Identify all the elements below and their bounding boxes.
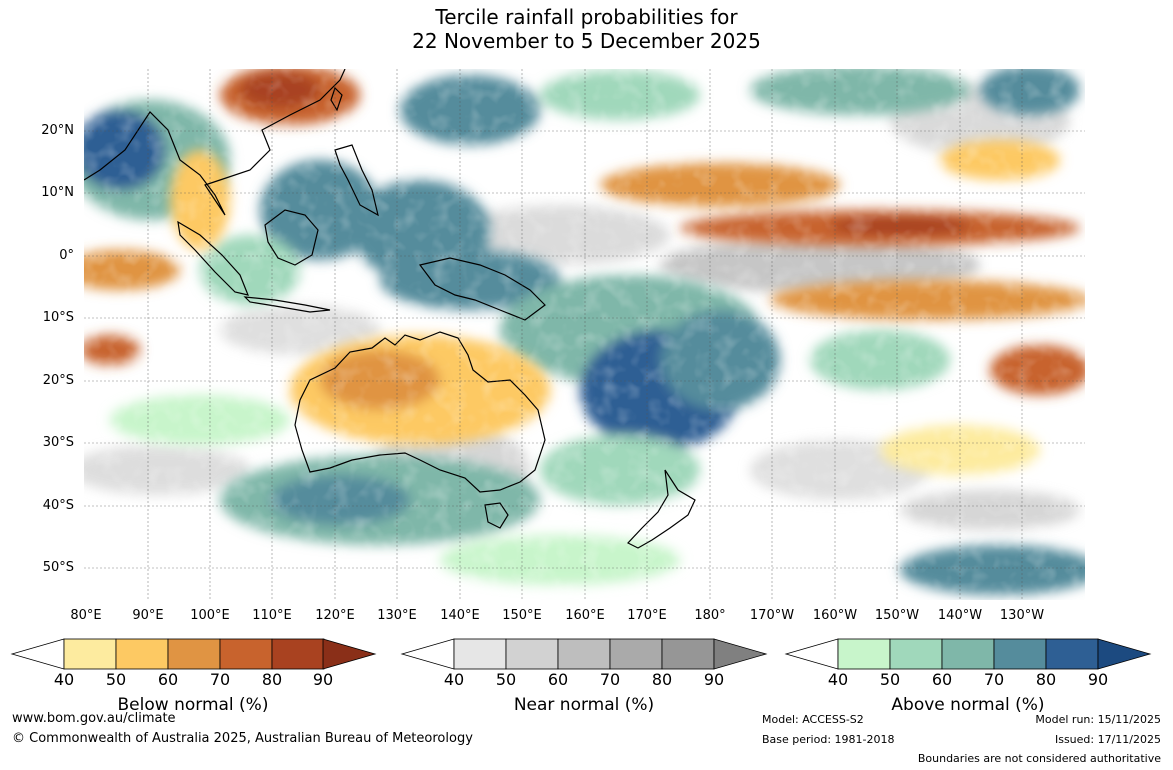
above-colorbar-high-arrow bbox=[1097, 638, 1152, 670]
asia-coastline bbox=[84, 69, 346, 216]
borneo-coastline bbox=[264, 209, 319, 266]
lat-label-0: 0° bbox=[59, 248, 74, 263]
issued-text: Issued: 17/11/2025 bbox=[1054, 733, 1161, 746]
lon-label-100e: 100°E bbox=[190, 608, 230, 623]
model-text: Model: ACCESS-S2 bbox=[762, 713, 864, 726]
above-tick-80: 80 bbox=[1035, 670, 1057, 689]
near-tick-90: 90 bbox=[703, 670, 725, 689]
lon-label-170e: 170°E bbox=[627, 608, 667, 623]
java-coastline bbox=[243, 296, 331, 313]
lon-label-160e: 160°E bbox=[565, 608, 605, 623]
lat-label-20s: 20°S bbox=[42, 373, 74, 388]
below-tick-90: 90 bbox=[312, 670, 334, 689]
below-tick-80: 80 bbox=[261, 670, 283, 689]
lon-label-160w: 160°W bbox=[812, 608, 858, 623]
boundaries-disclaimer: Boundaries are not considered authoritat… bbox=[917, 752, 1161, 765]
above-tick-40: 40 bbox=[827, 670, 849, 689]
below-normal-title: Below normal (%) bbox=[117, 695, 269, 715]
new-guinea-coastline bbox=[418, 257, 546, 321]
lat-label-30s: 30°S bbox=[42, 435, 74, 450]
map-title-line-1: Tercile rainfall probabilities for bbox=[435, 5, 738, 29]
near-colorbar-cell bbox=[661, 638, 715, 670]
lat-label-10n: 10°N bbox=[41, 185, 74, 200]
lon-label-170w: 170°W bbox=[749, 608, 795, 623]
graticule bbox=[84, 69, 1085, 600]
probability-field bbox=[84, 69, 1085, 600]
model-run-text: Model run: 15/11/2025 bbox=[1035, 713, 1161, 726]
below-colorbar-cell bbox=[167, 638, 221, 670]
near-tick-50: 50 bbox=[495, 670, 517, 689]
near-tick-80: 80 bbox=[651, 670, 673, 689]
below-tick-40: 40 bbox=[53, 670, 75, 689]
near-tick-40: 40 bbox=[443, 670, 465, 689]
lon-label-130w: 130°W bbox=[999, 608, 1045, 623]
lon-label-180: 180° bbox=[694, 608, 726, 623]
above-colorbar-low-arrow bbox=[784, 638, 839, 670]
near-colorbar-cell bbox=[609, 638, 663, 670]
near-colorbar-high-arrow bbox=[713, 638, 768, 670]
near-normal-colorbar bbox=[400, 638, 768, 670]
near-colorbar-cell bbox=[453, 638, 507, 670]
sumatra-coastline bbox=[177, 220, 249, 296]
below-tick-70: 70 bbox=[209, 670, 231, 689]
near-normal-title: Near normal (%) bbox=[513, 695, 655, 715]
below-colorbar-low-arrow bbox=[10, 638, 65, 670]
above-normal-title: Above normal (%) bbox=[891, 695, 1045, 715]
near-tick-70: 70 bbox=[599, 670, 621, 689]
above-tick-50: 50 bbox=[879, 670, 901, 689]
lat-label-50s: 50°S bbox=[42, 560, 74, 575]
lat-label-10s: 10°S bbox=[42, 310, 74, 325]
above-colorbar-cell bbox=[837, 638, 891, 670]
below-colorbar-cell bbox=[63, 638, 117, 670]
taiwan-coastline bbox=[330, 86, 343, 112]
lon-label-140w: 140°W bbox=[937, 608, 983, 623]
near-colorbar-cell bbox=[557, 638, 611, 670]
lon-label-140e: 140°E bbox=[440, 608, 480, 623]
website-link[interactable]: www.bom.gov.au/climate bbox=[12, 711, 176, 726]
above-colorbar-cell bbox=[889, 638, 943, 670]
base-period-text: Base period: 1981-2018 bbox=[762, 733, 895, 746]
above-tick-70: 70 bbox=[983, 670, 1005, 689]
lon-label-150e: 150°E bbox=[502, 608, 542, 623]
near-tick-60: 60 bbox=[547, 670, 569, 689]
coastlines bbox=[84, 69, 696, 549]
above-colorbar-cell bbox=[941, 638, 995, 670]
copyright-text: © Commonwealth of Australia 2025, Austra… bbox=[12, 731, 473, 746]
tasmania-coastline bbox=[484, 502, 509, 529]
above-colorbar-cell bbox=[1045, 638, 1099, 670]
below-colorbar-high-arrow bbox=[322, 638, 377, 670]
near-colorbar-cell bbox=[505, 638, 559, 670]
below-colorbar-cell bbox=[115, 638, 169, 670]
philippines-coastline bbox=[334, 144, 379, 217]
lon-label-120e: 120°E bbox=[315, 608, 355, 623]
above-tick-60: 60 bbox=[931, 670, 953, 689]
map-title-line-2: 22 November to 5 December 2025 bbox=[412, 29, 761, 53]
above-colorbar-cell bbox=[993, 638, 1047, 670]
lat-label-20n: 20°N bbox=[41, 123, 74, 138]
below-normal-colorbar bbox=[10, 638, 377, 670]
below-colorbar-cell bbox=[271, 638, 325, 670]
lon-label-90e: 90°E bbox=[132, 608, 164, 623]
lon-label-80e: 80°E bbox=[70, 608, 102, 623]
near-colorbar-low-arrow bbox=[400, 638, 455, 670]
lon-label-110e: 110°E bbox=[252, 608, 292, 623]
lon-label-150w: 150°W bbox=[874, 608, 920, 623]
above-tick-90: 90 bbox=[1087, 670, 1109, 689]
new-zealand-coastline bbox=[627, 469, 696, 549]
lon-label-130e: 130°E bbox=[377, 608, 417, 623]
below-colorbar-cell bbox=[219, 638, 273, 670]
below-tick-50: 50 bbox=[105, 670, 127, 689]
australia-coastline bbox=[294, 331, 546, 493]
lat-label-40s: 40°S bbox=[42, 498, 74, 513]
below-tick-60: 60 bbox=[157, 670, 179, 689]
above-normal-colorbar bbox=[784, 638, 1152, 670]
